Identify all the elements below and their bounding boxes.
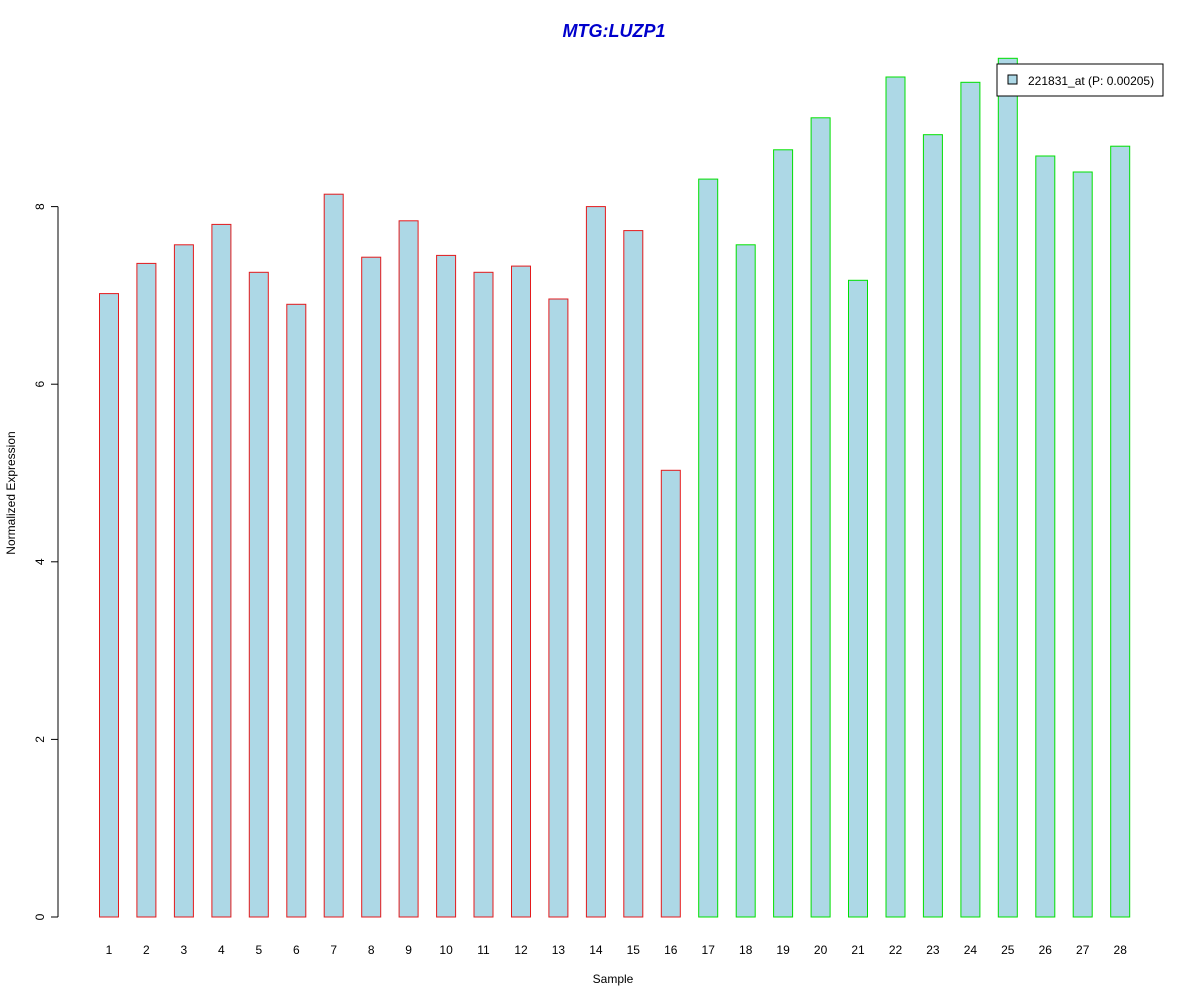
y-tick-label: 0 [33,913,47,920]
x-tick-label: 22 [889,943,903,957]
x-tick-label: 1 [106,943,113,957]
bar-sample-6 [286,303,307,918]
x-tick-label: 24 [964,943,978,957]
bar-sample-5 [248,271,269,918]
x-tick-label: 25 [1001,943,1015,957]
x-tick-label: 8 [368,943,375,957]
bars-group [99,57,1131,918]
legend-swatch [1007,74,1018,85]
y-axis: 0 2 4 6 8 [33,203,59,920]
x-tick-label: 12 [514,943,528,957]
x-tick-label: 27 [1076,943,1090,957]
x-tick-label: 2 [143,943,150,957]
x-tick-label: 13 [552,943,566,957]
bar-sample-4 [211,223,232,918]
bar-sample-25 [997,57,1018,918]
x-tick-label: 11 [477,943,490,957]
legend-box [996,63,1164,97]
chart-title: MTG:LUZP1 [563,21,666,41]
bar-sample-28 [1110,145,1131,918]
bar-sample-23 [922,134,943,918]
x-tick-label: 15 [627,943,641,957]
x-tick-label: 20 [814,943,828,957]
bar-sample-3 [173,244,194,918]
bar-sample-20 [810,117,831,918]
bar-sample-12 [511,265,531,918]
bar-sample-27 [1072,171,1093,918]
bar-sample-26 [1035,155,1056,918]
bar-sample-10 [436,254,457,918]
bar-sample-24 [960,81,981,918]
x-tick-label: 14 [589,943,603,957]
x-tick-label: 19 [776,943,790,957]
x-axis-label: Sample [593,972,634,986]
x-tick-label: 6 [293,943,300,957]
bar-sample-19 [773,149,794,918]
x-tick-label: 4 [218,943,225,957]
bar-sample-13 [548,298,569,918]
bar-sample-2 [136,262,157,918]
y-axis-label: Normalized Expression [4,431,18,554]
bar-sample-11 [473,271,494,918]
bar-sample-18 [735,244,756,918]
bar-sample-1 [99,293,119,918]
x-tick-label: 28 [1114,943,1128,957]
bar-sample-15 [623,230,644,918]
x-tick-label: 7 [330,943,337,957]
legend-label: 221831_at (P: 0.00205) [1028,74,1154,88]
bar-sample-7 [323,193,344,918]
x-tick-label: 23 [926,943,940,957]
x-tick-label: 17 [702,943,716,957]
x-tick-label: 9 [405,943,412,957]
bar-sample-17 [698,178,719,918]
bar-sample-9 [398,220,419,918]
x-tick-label: 16 [664,943,678,957]
legend: 221831_at (P: 0.00205) [996,63,1164,97]
x-tick-label: 5 [255,943,262,957]
x-tick-label: 18 [739,943,753,957]
x-tick-label: 3 [181,943,188,957]
bar-sample-14 [585,206,606,918]
y-tick-label: 2 [33,736,47,743]
bar-sample-16 [660,469,681,918]
y-tick-label: 4 [33,558,47,565]
y-tick-label: 6 [33,381,47,388]
x-tick-labels: 1 2 3 4 5 6 7 8 9 10 11 12 13 14 15 16 17 18 19 20 21 22 23 24 2… [106,943,1128,957]
bar-sample-22 [885,76,906,918]
y-tick-label: 8 [33,203,47,210]
bar-sample-21 [848,279,868,918]
bar-sample-8 [361,256,382,918]
x-tick-label: 26 [1039,943,1053,957]
x-tick-label: 21 [851,943,865,957]
x-tick-label: 10 [439,943,453,957]
